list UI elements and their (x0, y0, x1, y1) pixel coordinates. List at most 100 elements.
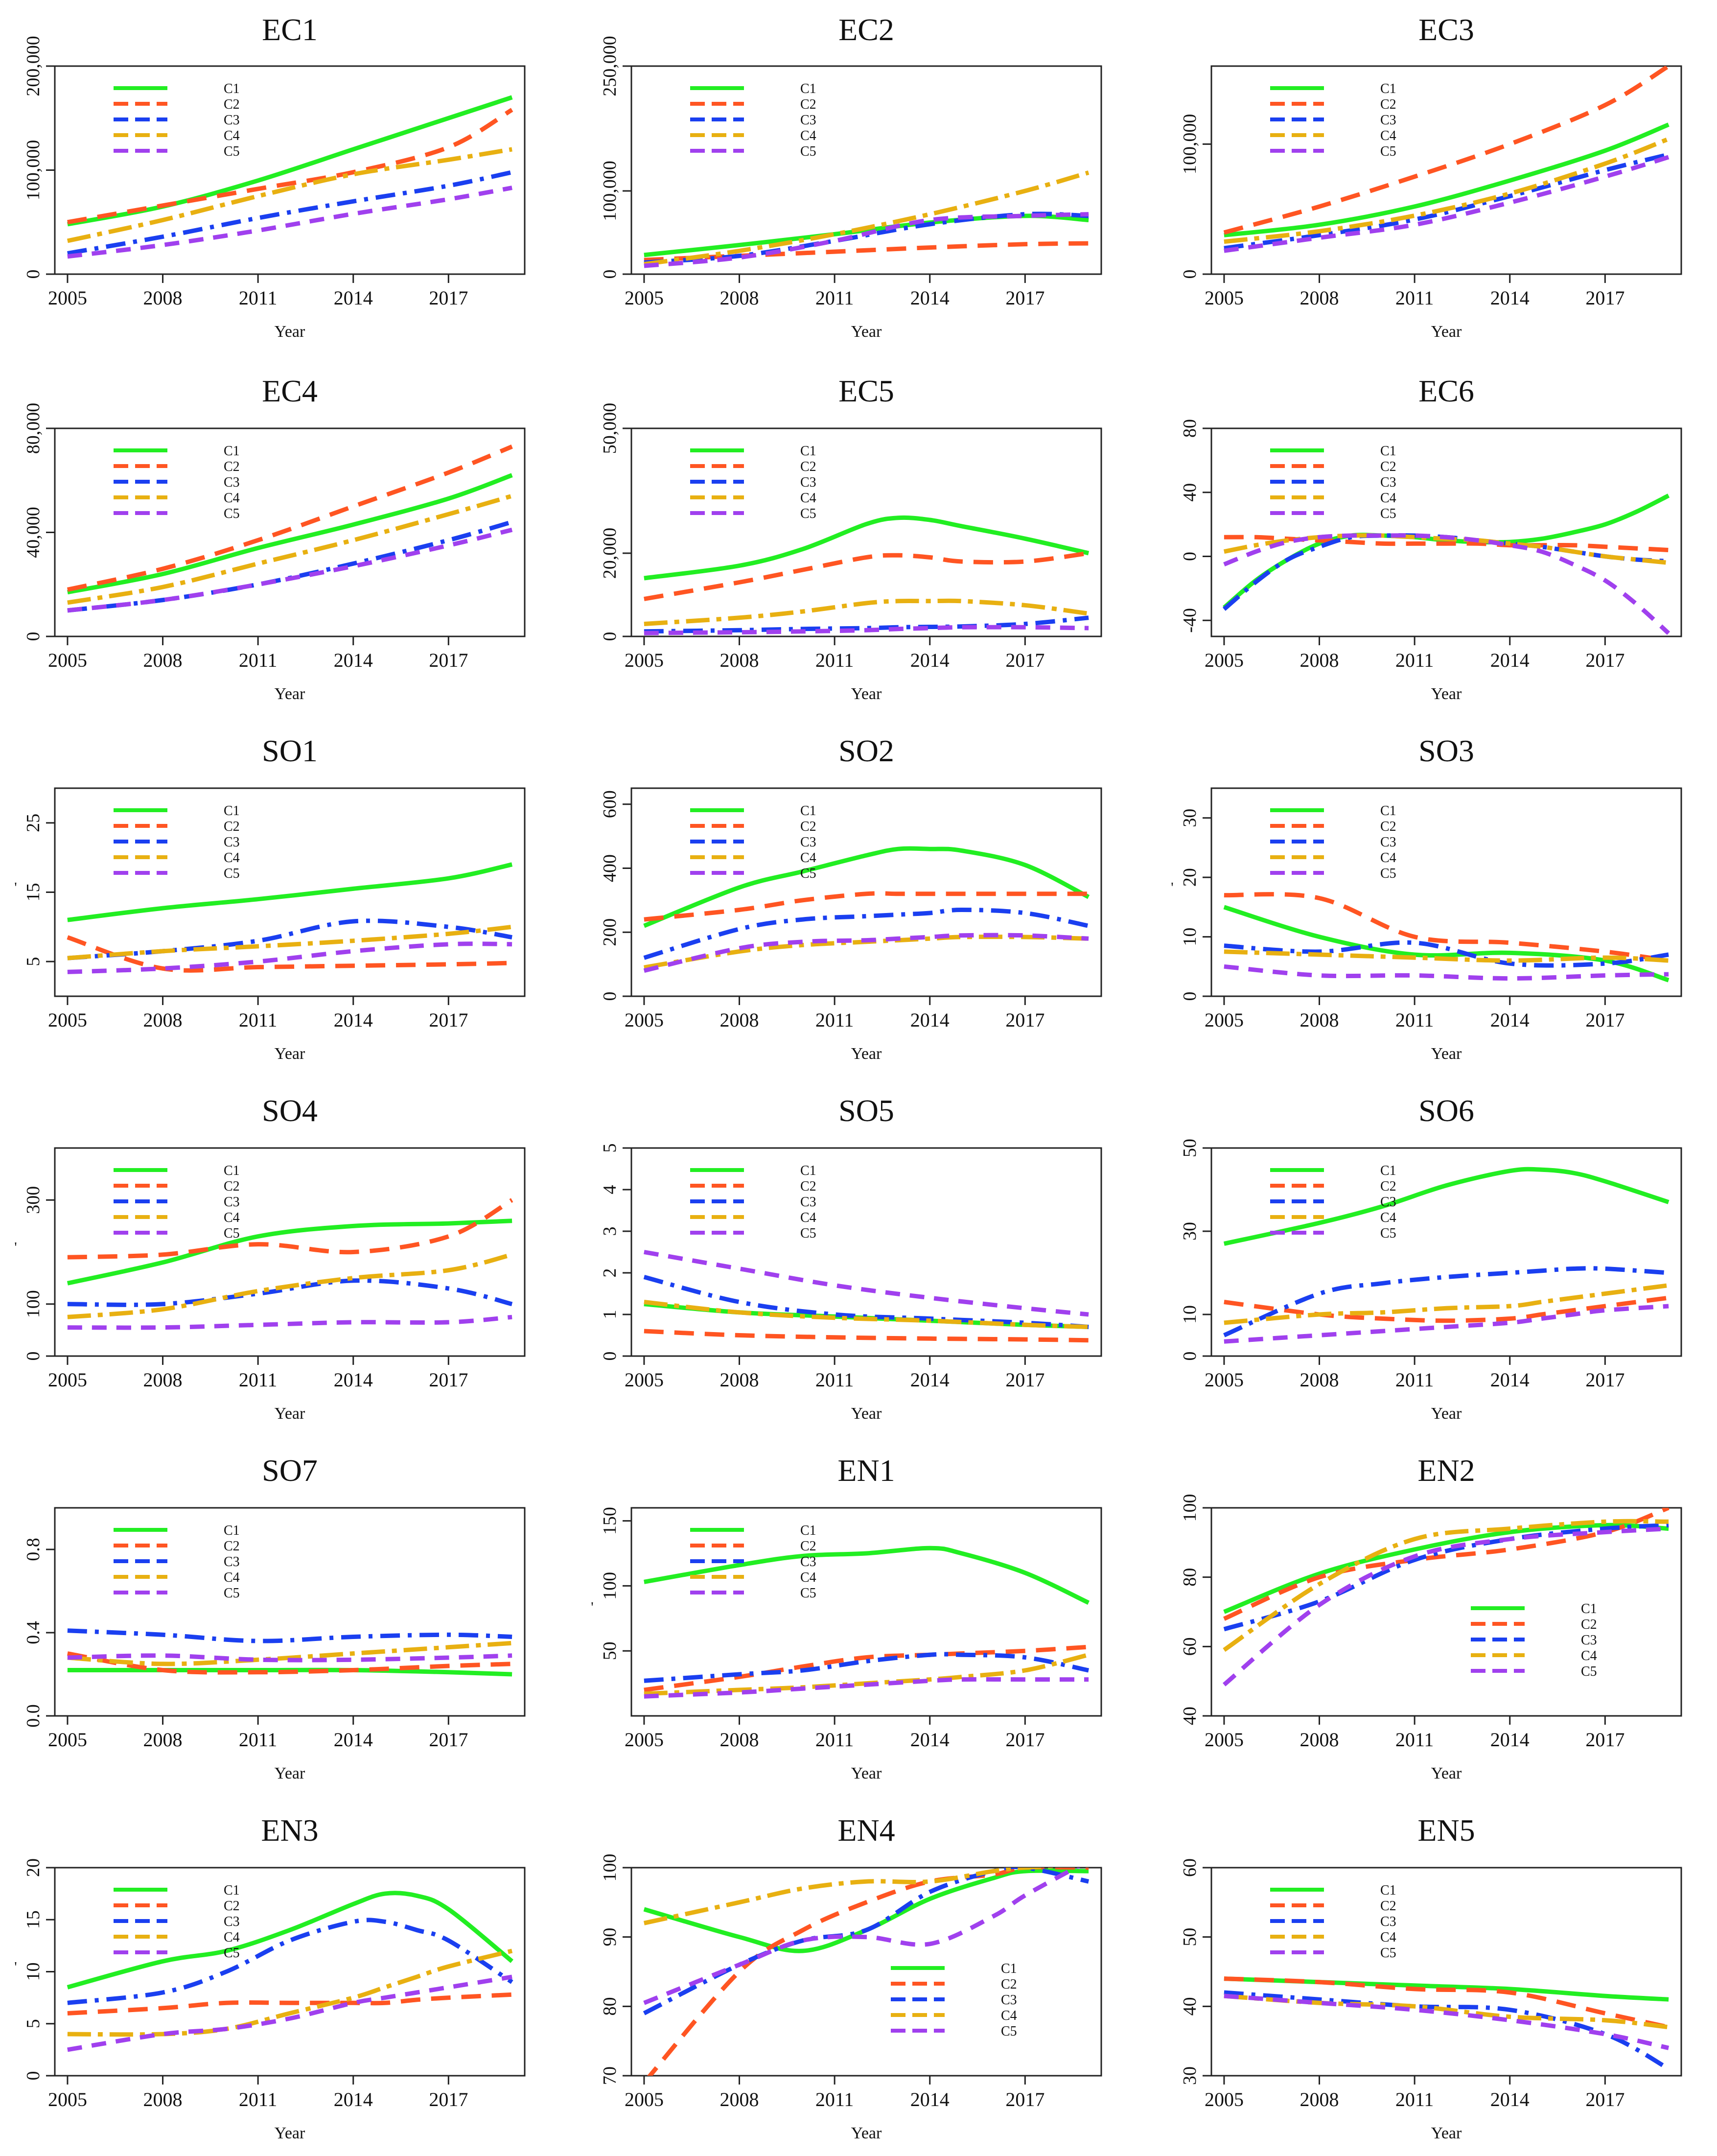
so4-y-axis-label: ' (14, 1240, 17, 1256)
ec6-x-tick-label: 2008 (1300, 649, 1339, 671)
en1-y-tick-label: 150 (600, 1507, 620, 1535)
en4-x-tick-label: 2011 (815, 2088, 854, 2110)
en2-series-c3 (1223, 1523, 1669, 1632)
ec3-x-tick-label: 2011 (1395, 287, 1434, 309)
so3-x-tick-label: 2008 (1300, 1009, 1339, 1031)
ec5-chart: EC5 2005 2008 2011 2014 2017 Year 0 20,000 50,000… (600, 374, 1102, 703)
en2-plot-frame (1210, 1507, 1682, 1717)
ec2-series-c1 (644, 213, 1089, 258)
so6-y-tick-label: 50 (1180, 1139, 1200, 1157)
en3-legend-label-c4: C4 (224, 1930, 240, 1945)
so5-series-c5 (644, 1250, 1089, 1317)
ec5-legend-label-c4: C4 (800, 491, 816, 506)
so6-title: SO6 (1418, 1093, 1474, 1128)
ec5-x-tick-label: 2017 (1005, 649, 1044, 671)
so3-series-c2 (1224, 892, 1669, 963)
so7-series-c1 (67, 1667, 512, 1677)
en1-y-axis-label: ' (591, 1599, 593, 1616)
so2-y-tick-label: 200 (600, 918, 620, 946)
ec4-series-c4 (67, 493, 513, 605)
ec2-legend-label-c1: C1 (800, 81, 816, 96)
so4-legend-label-c1: C1 (224, 1163, 240, 1178)
en5-series-c5 (1224, 1993, 1670, 2050)
en3-title: EN3 (261, 1813, 318, 1848)
ec2-x-tick-label: 2017 (1005, 287, 1044, 309)
en5-x-tick-label: 2005 (1205, 2088, 1244, 2110)
so1-title: SO1 (262, 733, 318, 768)
so6-x-axis-label: Year (1431, 1405, 1462, 1423)
en2-legend-label-c5: C5 (1581, 1664, 1597, 1679)
so2-y-tick-label: 600 (600, 790, 620, 818)
so7-y-tick-label: 0.4 (23, 1621, 44, 1644)
so3-legend-label-c5: C5 (1380, 866, 1396, 881)
so4-x-tick-label: 2011 (239, 1369, 278, 1391)
ec6-legend-label-c5: C5 (1380, 506, 1396, 521)
ec2-x-tick-label: 2005 (625, 287, 664, 309)
ec1-series-c2 (67, 108, 513, 225)
en3-x-tick-label: 2017 (429, 2088, 468, 2110)
so2-legend-label-c2: C2 (800, 819, 816, 834)
so2-legend-label-c1: C1 (800, 803, 816, 819)
so3-x-tick-label: 2011 (1395, 1009, 1434, 1031)
so5-legend-label-c5: C5 (800, 1226, 816, 1241)
en3-x-axis-label: Year (275, 2124, 305, 2142)
so6-legend-label-c4: C4 (1380, 1210, 1396, 1225)
ec2-series-c4 (644, 170, 1090, 267)
ec3-y-tick-label: 0 (1180, 270, 1200, 279)
so6-x-tick-label: 2011 (1395, 1369, 1434, 1391)
so2-legend-label-c5: C5 (800, 866, 816, 881)
so5-y-tick-label: 2 (600, 1268, 620, 1278)
en1-series-c4 (644, 1652, 1090, 1696)
so2-x-tick-label: 2017 (1005, 1009, 1044, 1031)
so7-legend-label-c5: C5 (224, 1586, 240, 1601)
ec6-x-axis-label: Year (1431, 685, 1462, 703)
ec5-series-c1 (644, 515, 1090, 581)
so4-x-axis-label: Year (275, 1405, 305, 1423)
so6-series-c5 (1224, 1304, 1669, 1344)
so7-x-tick-label: 2014 (334, 1729, 373, 1751)
en5-legend-label-c5: C5 (1380, 1945, 1396, 1961)
so7-x-tick-label: 2005 (48, 1729, 87, 1751)
ec2-legend-label-c3: C3 (800, 113, 816, 128)
so1-y-tick-label: 25 (23, 814, 44, 832)
so5-legend-label-c4: C4 (800, 1210, 816, 1225)
ec4-chart: EC4 2005 2008 2011 2014 2017 Year 0 40,000 80,000… (23, 374, 526, 703)
ec5-legend-label-c5: C5 (800, 506, 816, 521)
en2-chart: EN2 2005 2008 2011 2014 2017 Year 40 60 80 100 C1C2… (1180, 1453, 1682, 1782)
en4-legend-label-c4: C4 (1001, 2008, 1017, 2023)
ec5-y-tick-label: 20,000 (600, 528, 620, 579)
ec2-legend-label-c4: C4 (800, 128, 816, 143)
ec5-title: EC5 (838, 374, 894, 408)
so2-x-tick-label: 2005 (625, 1009, 664, 1031)
ec1-legend-label-c3: C3 (224, 113, 240, 128)
so3-legend-label-c3: C3 (1380, 835, 1396, 850)
en2-y-tick-label: 60 (1180, 1637, 1200, 1656)
so3-title: SO3 (1418, 733, 1474, 768)
ec4-x-tick-label: 2011 (239, 649, 278, 671)
ec2-series-c2 (644, 241, 1089, 262)
en1-legend-label-c4: C4 (800, 1570, 816, 1585)
en5-plot-frame (1210, 1867, 1682, 2077)
so6-legend-label-c5: C5 (1380, 1226, 1396, 1241)
so4-series-c3 (67, 1278, 513, 1307)
en2-x-axis-label: Year (1431, 1764, 1462, 1782)
ec1-series-c4 (67, 147, 512, 243)
so7-plot-frame (54, 1507, 526, 1717)
ec6-legend-label-c1: C1 (1380, 444, 1396, 459)
en2-x-tick-label: 2005 (1205, 1729, 1244, 1751)
ec5-x-tick-label: 2008 (720, 649, 759, 671)
ec4-series-c2 (67, 445, 513, 592)
so4-series-c4 (67, 1252, 513, 1319)
so5-x-tick-label: 2011 (815, 1369, 854, 1391)
en1-x-axis-label: Year (851, 1764, 882, 1782)
so3-series-c4 (1224, 949, 1669, 963)
